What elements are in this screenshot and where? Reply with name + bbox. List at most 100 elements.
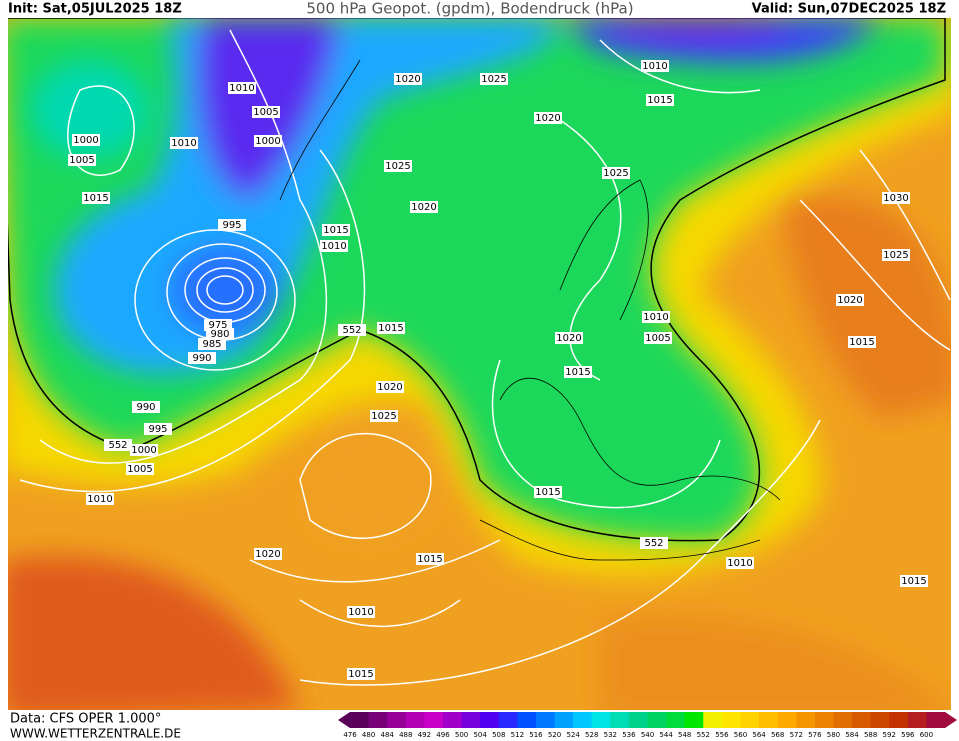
colorbar-label: 580 [827,731,840,739]
isobar-label: 1025 [603,168,628,179]
label-box [198,338,226,350]
colorbar-label: 572 [790,731,803,739]
colorbar-label: 544 [659,731,673,739]
isobar-label: 1010 [171,138,196,149]
isobar-label: 1005 [253,107,278,118]
label-box [848,336,876,348]
isobar-label: 1005 [69,155,94,166]
color-swatch [740,712,760,728]
isobar-label: 1025 [481,74,506,85]
label-box [254,135,282,147]
isobar-label: 552 [644,538,663,549]
color-swatch [424,712,444,728]
isobar-label: 1010 [348,607,373,618]
colorbar-label: 552 [697,731,710,739]
label-box [68,154,96,166]
isobar-label: 1025 [883,250,908,261]
label-box [320,240,348,252]
colorbar-label: 596 [901,731,915,739]
color-swatch [907,712,927,728]
map-title: 500 hPa Geopot. (gpdm), Bodendruck (hPa) [306,0,633,18]
colorbar-label: 548 [678,731,691,739]
isobar-label: 1015 [849,337,874,348]
colorbar-label: 560 [734,731,747,739]
color-swatch [684,712,704,728]
colorbar-label: 492 [418,731,431,739]
colorbar-label: 520 [548,731,561,739]
color-swatch [610,712,630,728]
label-box [218,219,246,231]
isobar-label: 980 [210,329,229,340]
color-swatch [498,712,518,728]
data-source: Data: CFS OPER 1.000° [10,712,161,727]
isobar-label: 1020 [556,333,581,344]
isobar-label: 1015 [378,323,403,334]
isobar-label: 1015 [83,193,108,204]
isobar-label: 1010 [229,83,254,94]
colorbar-label: 528 [585,731,598,739]
colorbar-label: 540 [641,731,654,739]
color-swatch [591,712,611,728]
colorbar-label: 516 [529,731,543,739]
isobar-label: 552 [108,440,127,451]
isobar-label: 1015 [535,487,560,498]
label-box [370,410,398,422]
colorbar-label: 532 [604,731,617,739]
label-box [384,160,412,172]
label-box [144,423,172,435]
label-box [416,553,444,565]
isobar-label: 1020 [395,74,420,85]
isobar-label: 1010 [643,312,668,323]
label-box [646,94,674,106]
label-box [641,60,669,72]
isobar-label: 1015 [323,225,348,236]
label-box [534,112,562,124]
color-swatch [387,712,407,728]
color-swatch [666,712,686,728]
color-swatch [926,712,946,728]
label-box [228,82,256,94]
color-swatch [350,712,370,728]
label-box [642,311,670,323]
isobar-label: 552 [342,325,361,336]
label-box [347,606,375,618]
label-box [410,201,438,213]
colorbar-label: 584 [845,731,859,739]
colorbar-arrow [338,712,350,728]
colorbar-label: 496 [436,731,450,739]
isobar-label: 1005 [645,333,670,344]
color-swatch [721,712,741,728]
label-box [252,106,280,118]
colorbar-label: 504 [473,731,487,739]
colorbar-label: 480 [362,731,375,739]
colorbar-label: 556 [715,731,729,739]
label-box [882,192,910,204]
isobar-label: 1015 [565,367,590,378]
isobar-label: 1000 [255,136,280,147]
label-box [564,366,592,378]
site-label: WWW.WETTERZENTRALE.DE [10,727,181,741]
isobar-label: 1015 [417,554,442,565]
label-box [188,352,216,364]
colorbar-label: 592 [883,731,896,739]
label-box [377,322,405,334]
label-box [206,328,234,340]
label-box [640,537,668,549]
label-box [254,548,282,560]
color-swatch [796,712,816,728]
color-swatch [647,712,667,728]
isobar-label: 975 [208,320,227,331]
color-swatch [405,712,425,728]
color-swatch [777,712,797,728]
color-swatch [870,712,890,728]
colorbar-label: 476 [343,731,357,739]
isobar-label: 995 [222,220,241,231]
isobar-label: 1000 [131,445,156,456]
color-swatch [480,712,500,728]
color-swatch [889,712,909,728]
colorbar-label: 576 [808,731,822,739]
label-box [726,557,754,569]
label-box [72,134,100,146]
colorbar-label: 524 [566,731,580,739]
